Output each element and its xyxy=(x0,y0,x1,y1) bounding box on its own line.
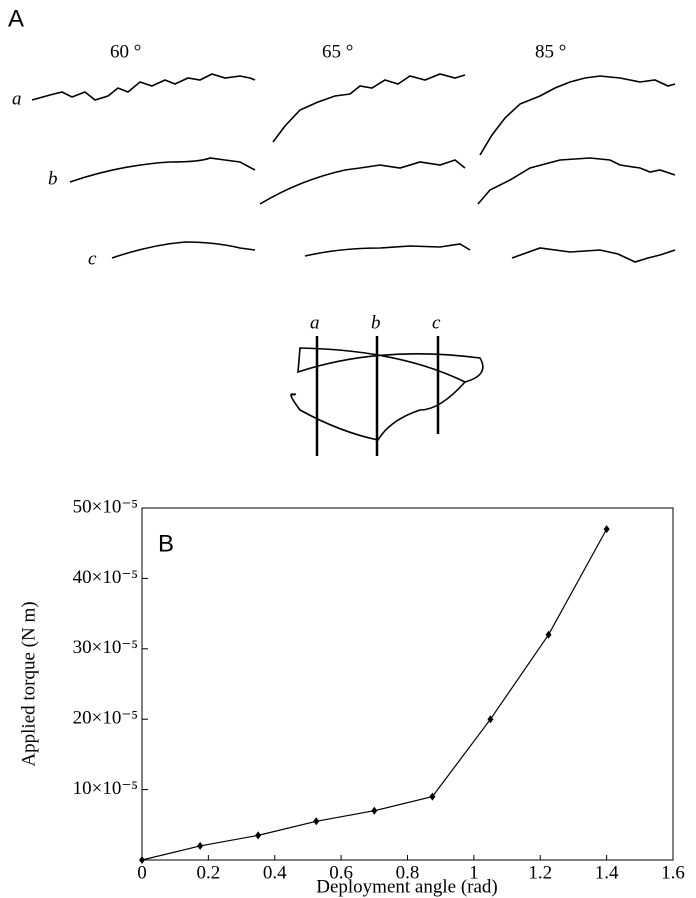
x-tick-label: 1.4 xyxy=(595,862,619,883)
y-axis-title: Applied torque (N m) xyxy=(18,601,39,766)
panel-label: B xyxy=(158,530,174,557)
x-tick-label: 0.2 xyxy=(197,862,221,883)
section-label: c xyxy=(432,312,441,333)
y-tick-label: 30×10⁻⁵ xyxy=(73,637,138,658)
row-label: c xyxy=(88,248,97,269)
x-tick-label: 0 xyxy=(137,862,147,883)
row-label: a xyxy=(12,88,22,109)
angle-label: 60 ° xyxy=(110,41,141,62)
x-tick-label: 0.6 xyxy=(329,862,353,883)
plot-frame xyxy=(141,507,674,861)
x-tick-label: 1.2 xyxy=(528,862,552,883)
data-point xyxy=(429,792,436,801)
data-point xyxy=(603,525,610,534)
x-tick-label: 0.8 xyxy=(396,862,420,883)
y-tick-label: 10×10⁻⁵ xyxy=(73,778,138,799)
y-tick-label: 20×10⁻⁵ xyxy=(73,708,138,729)
data-point xyxy=(197,841,204,850)
row-label: b xyxy=(48,168,58,189)
angle-label: 65 ° xyxy=(322,41,353,62)
wing-outline xyxy=(290,336,484,456)
x-tick-label: 0.4 xyxy=(263,862,287,883)
traces xyxy=(31,73,676,263)
data-point xyxy=(255,831,262,840)
panel-label: A xyxy=(8,5,24,32)
y-tick-label: 40×10⁻⁵ xyxy=(73,567,138,588)
x-tick-label: 1 xyxy=(469,862,479,883)
data-point xyxy=(139,856,145,864)
data-point xyxy=(545,630,552,639)
angle-label: 85 ° xyxy=(535,41,566,62)
data-point xyxy=(313,817,320,826)
section-label: a xyxy=(310,312,320,333)
data-point xyxy=(487,715,494,724)
x-axis-title: Deployment angle (rad) xyxy=(316,876,497,897)
x-tick-label: 1.6 xyxy=(661,862,685,883)
section-label: b xyxy=(371,312,381,333)
y-tick-label: 50×10⁻⁵ xyxy=(73,496,138,517)
data-point xyxy=(371,806,378,815)
